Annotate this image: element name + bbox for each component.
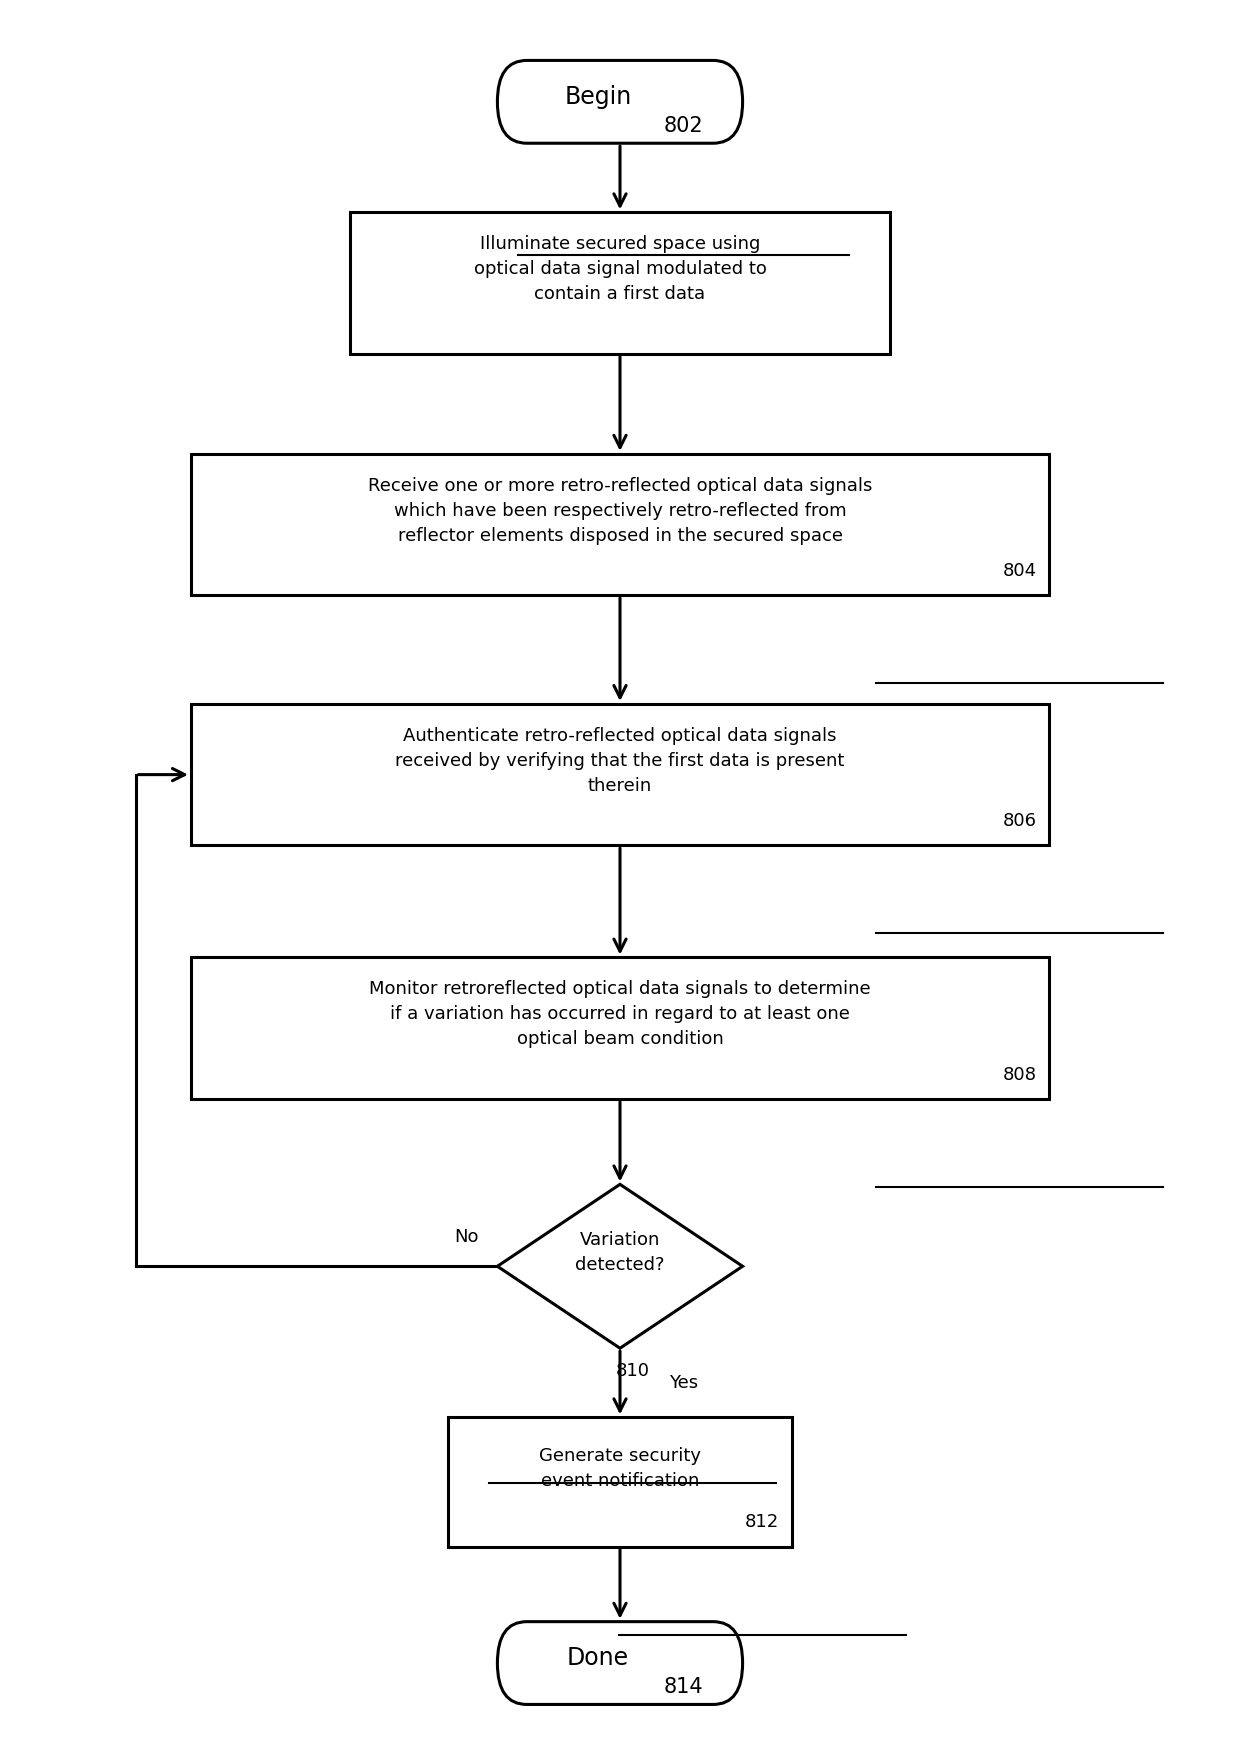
Text: Yes: Yes <box>670 1374 698 1391</box>
FancyBboxPatch shape <box>497 61 743 143</box>
Text: 812: 812 <box>745 1513 780 1532</box>
Bar <box>350 212 890 353</box>
Text: 804: 804 <box>1003 562 1037 581</box>
Bar <box>449 1417 791 1546</box>
Text: 814: 814 <box>663 1676 703 1697</box>
FancyBboxPatch shape <box>497 1622 743 1704</box>
Text: Illuminate secured space using
optical data signal modulated to
contain a first : Illuminate secured space using optical d… <box>474 235 766 303</box>
Text: Generate security
event notification: Generate security event notification <box>539 1447 701 1490</box>
Text: No: No <box>455 1228 479 1245</box>
Bar <box>191 958 1049 1099</box>
Text: 802: 802 <box>663 117 703 136</box>
Text: Begin: Begin <box>564 85 631 108</box>
Text: 808: 808 <box>1003 1066 1037 1083</box>
Text: Variation
detected?: Variation detected? <box>575 1231 665 1275</box>
Text: Monitor retroreflected optical data signals to determine
if a variation has occu: Monitor retroreflected optical data sign… <box>370 981 870 1049</box>
Bar <box>191 454 1049 595</box>
Polygon shape <box>497 1184 743 1348</box>
Text: Authenticate retro-reflected optical data signals
received by verifying that the: Authenticate retro-reflected optical dat… <box>396 727 844 795</box>
Text: Receive one or more retro-reflected optical data signals
which have been respect: Receive one or more retro-reflected opti… <box>368 476 872 544</box>
Text: 806: 806 <box>1003 812 1037 830</box>
Text: Done: Done <box>567 1645 629 1669</box>
Text: 810: 810 <box>615 1362 650 1379</box>
Bar <box>191 704 1049 845</box>
